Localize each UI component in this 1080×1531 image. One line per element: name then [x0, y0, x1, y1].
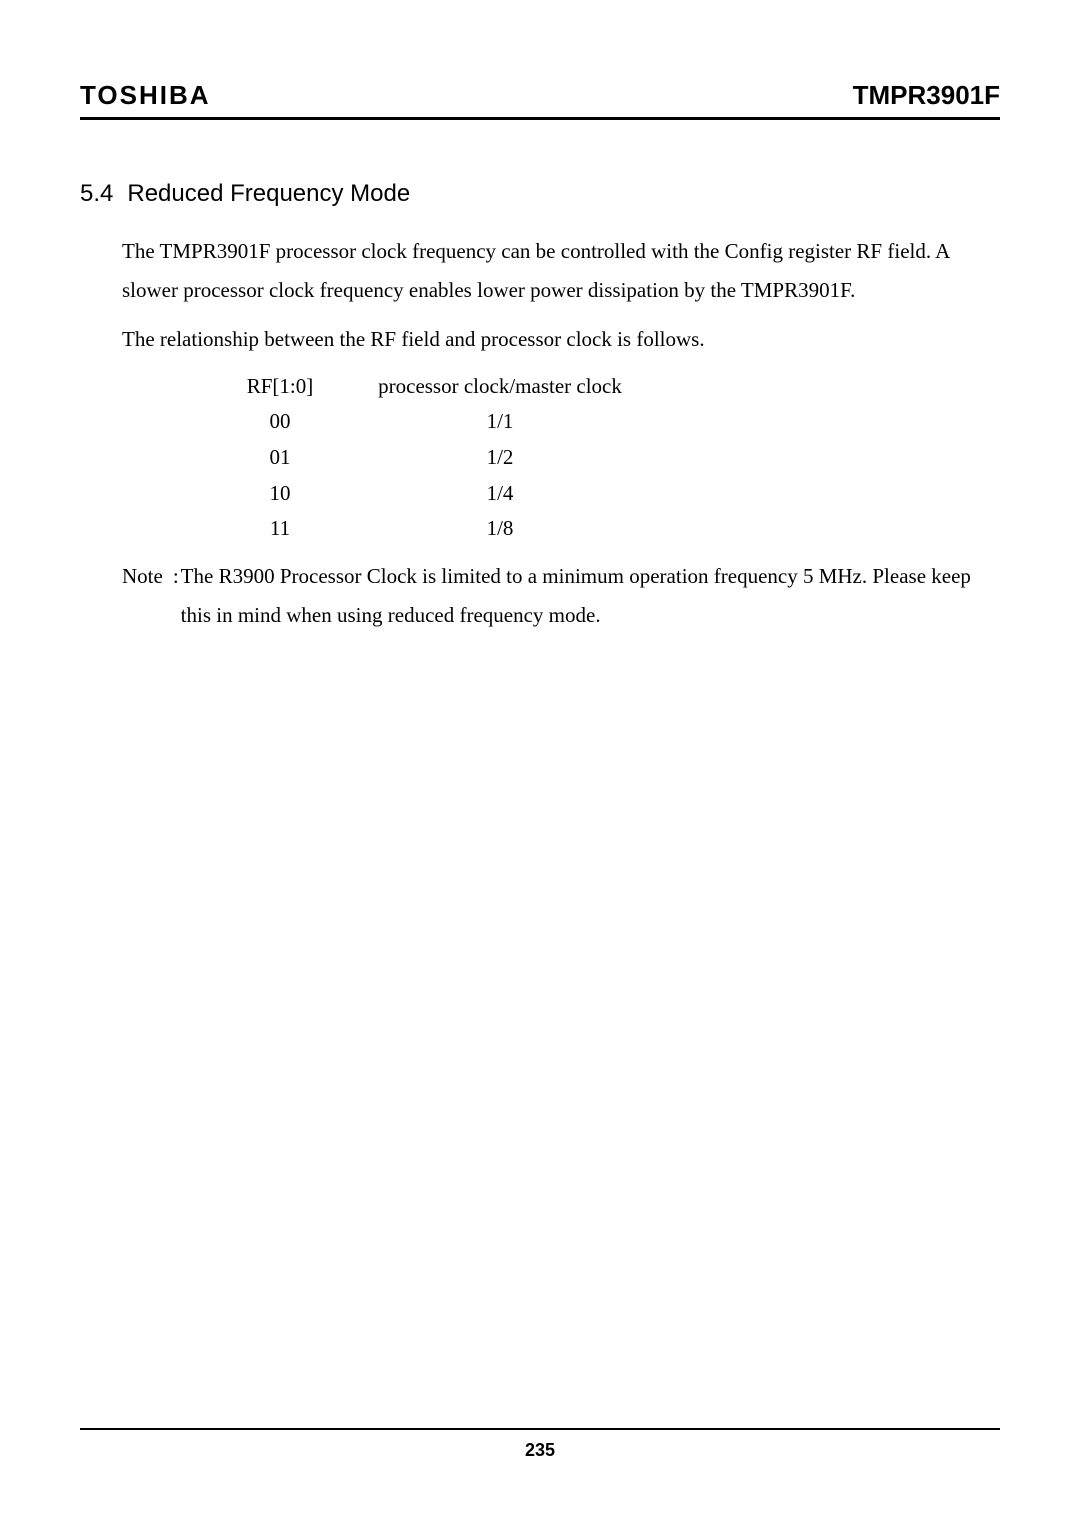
rf-cell: 1/8 [360, 511, 640, 547]
page-number: 235 [525, 1440, 555, 1460]
rf-table-row: 10 1/4 [200, 476, 1000, 512]
section-title: Reduced Frequency Mode [127, 180, 410, 207]
rf-header-col1: RF[1:0] [200, 369, 360, 405]
rf-cell: 1/1 [360, 404, 640, 440]
note-text: The R3900 Processor Clock is limited to … [181, 557, 1000, 635]
brand-logo-text: TOSHIBA [80, 80, 211, 111]
note-block: Note : The R3900 Processor Clock is limi… [122, 557, 1000, 635]
rf-cell: 1/4 [360, 476, 640, 512]
rf-cell: 00 [200, 404, 360, 440]
rf-table-row: 01 1/2 [200, 440, 1000, 476]
rf-cell: 01 [200, 440, 360, 476]
note-colon: : [173, 557, 179, 635]
paragraph-2: The relationship between the RF field an… [122, 320, 1000, 359]
section-number: 5.4 [80, 180, 113, 207]
paragraph-1: The TMPR3901F processor clock frequency … [122, 232, 1000, 310]
rf-table: RF[1:0] processor clock/master clock 00 … [200, 369, 1000, 547]
document-code: TMPR3901F [853, 80, 1000, 111]
note-label: Note [122, 557, 163, 635]
rf-cell: 11 [200, 511, 360, 547]
page-footer: 235 [80, 1428, 1000, 1461]
page-header: TOSHIBA TMPR3901F [80, 80, 1000, 120]
rf-table-header-row: RF[1:0] processor clock/master clock [200, 369, 1000, 405]
page: TOSHIBA TMPR3901F 5.4 Reduced Frequency M… [0, 0, 1080, 1531]
rf-cell: 1/2 [360, 440, 640, 476]
rf-table-row: 11 1/8 [200, 511, 1000, 547]
rf-header-col2: processor clock/master clock [360, 369, 640, 405]
rf-table-row: 00 1/1 [200, 404, 1000, 440]
rf-cell: 10 [200, 476, 360, 512]
section-heading: 5.4 Reduced Frequency Mode [80, 180, 1000, 208]
